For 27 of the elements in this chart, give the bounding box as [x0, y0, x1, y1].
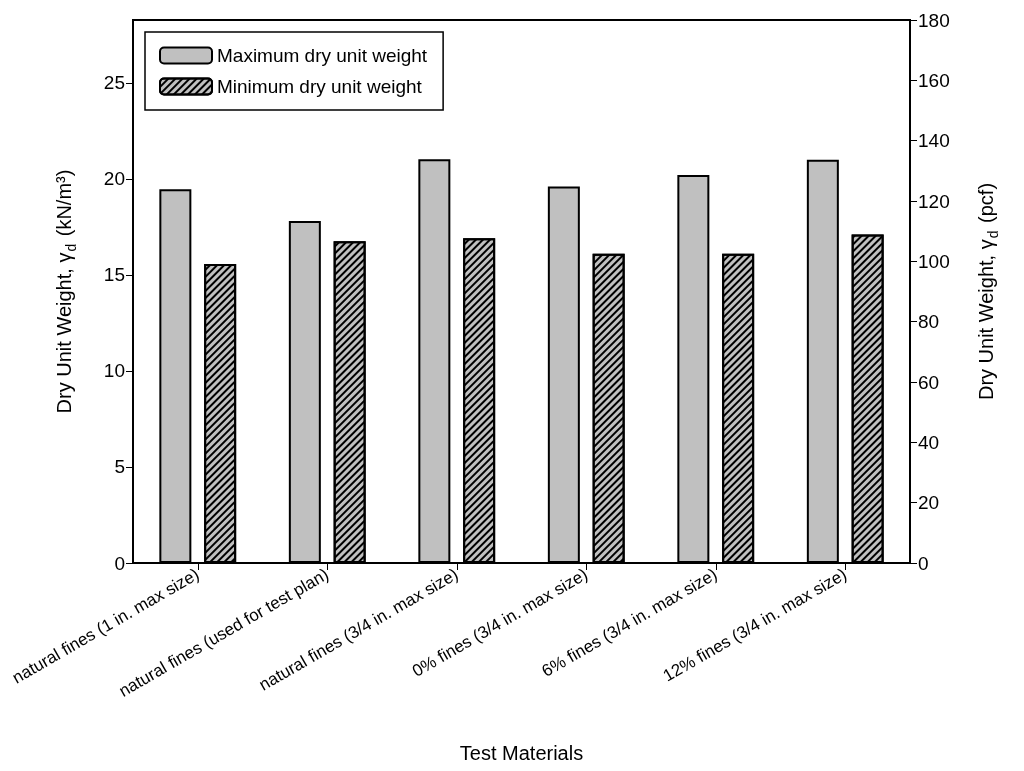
y2-tick-label: 120 — [918, 190, 950, 212]
y2-tick-label: 0 — [918, 552, 929, 574]
y-tick-label: 15 — [103, 264, 125, 286]
bar — [547, 186, 580, 563]
bar — [159, 189, 192, 563]
y2-tick-label: 60 — [918, 371, 940, 393]
bar — [288, 221, 321, 563]
y2-tick-label: 160 — [918, 69, 950, 91]
y2-tick-label: 80 — [918, 311, 940, 333]
y-tick-label: 0 — [114, 552, 125, 574]
y-tick-label: 10 — [103, 360, 125, 382]
y-tick-label: 20 — [103, 168, 125, 190]
bar — [806, 159, 839, 563]
x-axis-title: Test Materials — [459, 742, 584, 764]
y-tick-label: 5 — [114, 456, 125, 478]
y2-tick-label: 100 — [918, 250, 950, 272]
y2-tick-label: 40 — [918, 431, 940, 453]
legend-label: Maximum dry unit weight — [217, 45, 428, 66]
y-tick-label: 25 — [103, 72, 125, 94]
y2-axis-title: Dry Unit Weight, γd (pcf) — [975, 182, 1001, 401]
y2-tick-label: 180 — [918, 9, 950, 31]
legend-label: Minimum dry unit weight — [217, 76, 423, 97]
y-axis-title: Dry Unit Weight, γd (kN/m³) — [53, 169, 79, 414]
y2-tick-label: 140 — [918, 130, 950, 152]
y2-tick-label: 20 — [918, 492, 940, 514]
bar — [677, 175, 710, 563]
bar — [418, 159, 451, 563]
